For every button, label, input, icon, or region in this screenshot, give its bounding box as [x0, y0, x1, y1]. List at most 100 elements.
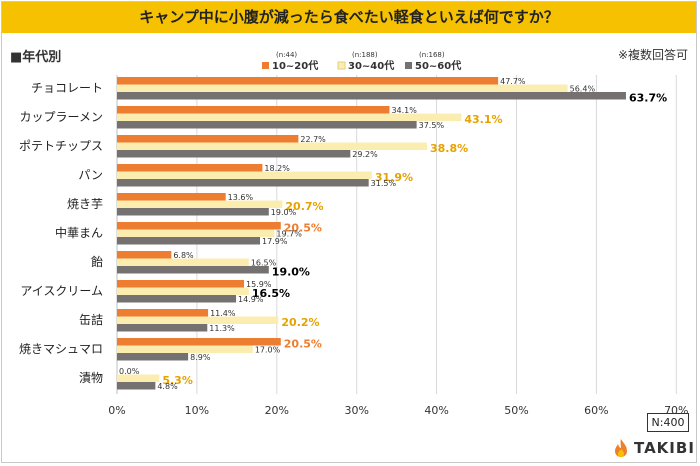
data-label: 17.9% — [262, 237, 288, 246]
bar — [117, 150, 351, 158]
category-label: アイスクリーム — [20, 284, 103, 298]
flame-icon — [615, 439, 627, 457]
data-label-highlight: 38.8% — [430, 142, 468, 155]
bar — [117, 251, 172, 259]
legend-sample-size: (n:168) — [419, 51, 445, 59]
bar — [117, 280, 245, 288]
data-label: 16.5% — [251, 259, 277, 268]
bar — [117, 84, 568, 92]
category-label: 中華まん — [55, 225, 103, 240]
data-label: 13.6% — [228, 193, 254, 202]
bar — [117, 164, 263, 172]
bar — [117, 200, 283, 208]
x-tick-label: 60% — [584, 404, 608, 417]
data-label-highlight: 20.5% — [284, 338, 322, 351]
category-label: 飴 — [91, 254, 103, 269]
x-tick-label: 40% — [424, 404, 448, 417]
data-label-highlight: 63.7% — [629, 92, 667, 105]
bar — [117, 309, 209, 317]
bar — [117, 193, 226, 201]
legend-sample-size: (n:188) — [352, 51, 378, 59]
data-label: 31.5% — [371, 179, 397, 188]
data-label: 6.8% — [173, 251, 194, 260]
legend-swatch — [337, 61, 346, 70]
chart-subtitle: ■年代別 — [10, 50, 62, 65]
x-tick-labels: 0% 10% 20% 30% 40% 50% 60% 70% — [108, 404, 688, 417]
bar — [117, 345, 253, 353]
legend-label: 10~20代 — [272, 59, 318, 72]
bar — [117, 287, 249, 295]
data-label: 19.7% — [276, 230, 302, 239]
bar — [117, 171, 372, 179]
data-label-highlight: 20.7% — [285, 200, 323, 213]
brand-name: TAKIBI — [634, 439, 695, 457]
category-label: ポテトチップス — [19, 139, 103, 153]
data-label: 0.0% — [119, 367, 140, 376]
data-label: 19.0% — [271, 208, 297, 217]
bar — [117, 222, 281, 230]
bar — [117, 295, 237, 303]
bar — [117, 324, 208, 332]
data-label: 8.9% — [190, 353, 211, 362]
x-tick-label: 50% — [504, 404, 528, 417]
bar — [117, 316, 279, 324]
data-label: 11.3% — [209, 324, 235, 333]
x-tick-label: 20% — [265, 404, 289, 417]
data-label: 15.9% — [246, 280, 272, 289]
data-label: 29.2% — [352, 150, 378, 159]
chart-title: キャンプ中に小腹が減ったら食べたい軽食といえば何ですか？ — [139, 8, 559, 26]
data-label: 14.9% — [238, 295, 264, 304]
multiple-answer-note: ※複数回答可 — [617, 48, 688, 62]
category-label: 缶詰 — [79, 312, 103, 327]
data-label-highlight: 20.5% — [284, 222, 322, 235]
category-label: 漬物 — [79, 370, 103, 385]
bar — [117, 92, 626, 100]
data-label: 34.1% — [391, 106, 417, 115]
bar — [117, 142, 428, 150]
data-label: 47.7% — [500, 77, 526, 86]
sample-size-badge: N:400 — [647, 413, 689, 432]
category-label: 焼きマシュマロ — [19, 342, 103, 356]
bar — [117, 113, 462, 121]
bar — [117, 135, 299, 143]
x-tick-label: 0% — [108, 404, 125, 417]
legend-label: 30~40代 — [348, 59, 394, 72]
title-bar: キャンプ中に小腹が減ったら食べたい軽食といえば何ですか？ — [2, 2, 696, 33]
legend-swatch — [262, 62, 269, 69]
brand-logo: TAKIBI — [610, 437, 694, 459]
bars — [117, 77, 626, 390]
data-label: 4.8% — [157, 382, 178, 391]
data-label-highlight: 31.9% — [375, 171, 413, 184]
bar — [117, 208, 269, 216]
legend-sample-size: (n:44) — [276, 51, 297, 59]
bar — [117, 229, 275, 237]
data-label-highlight: 20.2% — [281, 316, 319, 329]
x-tick-label: 10% — [185, 404, 209, 417]
data-label-highlight: 16.5% — [252, 287, 290, 300]
bar — [117, 353, 189, 361]
bar — [117, 121, 417, 129]
data-label-highlight: 43.1% — [464, 113, 502, 126]
bar — [117, 237, 261, 245]
bar — [117, 179, 369, 187]
data-label: 37.5% — [419, 121, 445, 130]
bar — [117, 374, 160, 382]
legend: (n:44)10~20代 (n:188)30~40代 (n:168)50~60代 — [262, 51, 461, 72]
legend-swatch — [405, 62, 412, 69]
legend-label: 50~60代 — [415, 59, 461, 72]
data-labels: 47.7% 56.4% 63.7% 34.1% 43.1% 37.5% 22.7% 38.8%… — [119, 77, 667, 391]
data-label-highlight: 5.3% — [162, 374, 193, 387]
data-label: 17.0% — [255, 346, 281, 355]
data-label: 22.7% — [300, 135, 326, 144]
bar — [117, 338, 281, 346]
category-label: チョコレート — [31, 81, 103, 95]
data-label: 56.4% — [570, 85, 596, 94]
bar — [117, 258, 249, 266]
category-label: 焼き芋 — [67, 197, 103, 211]
data-label-highlight: 19.0% — [272, 266, 310, 279]
data-label: 11.4% — [210, 309, 236, 318]
bar — [117, 266, 269, 274]
bar — [117, 77, 499, 85]
x-tick-label: 30% — [344, 404, 368, 417]
